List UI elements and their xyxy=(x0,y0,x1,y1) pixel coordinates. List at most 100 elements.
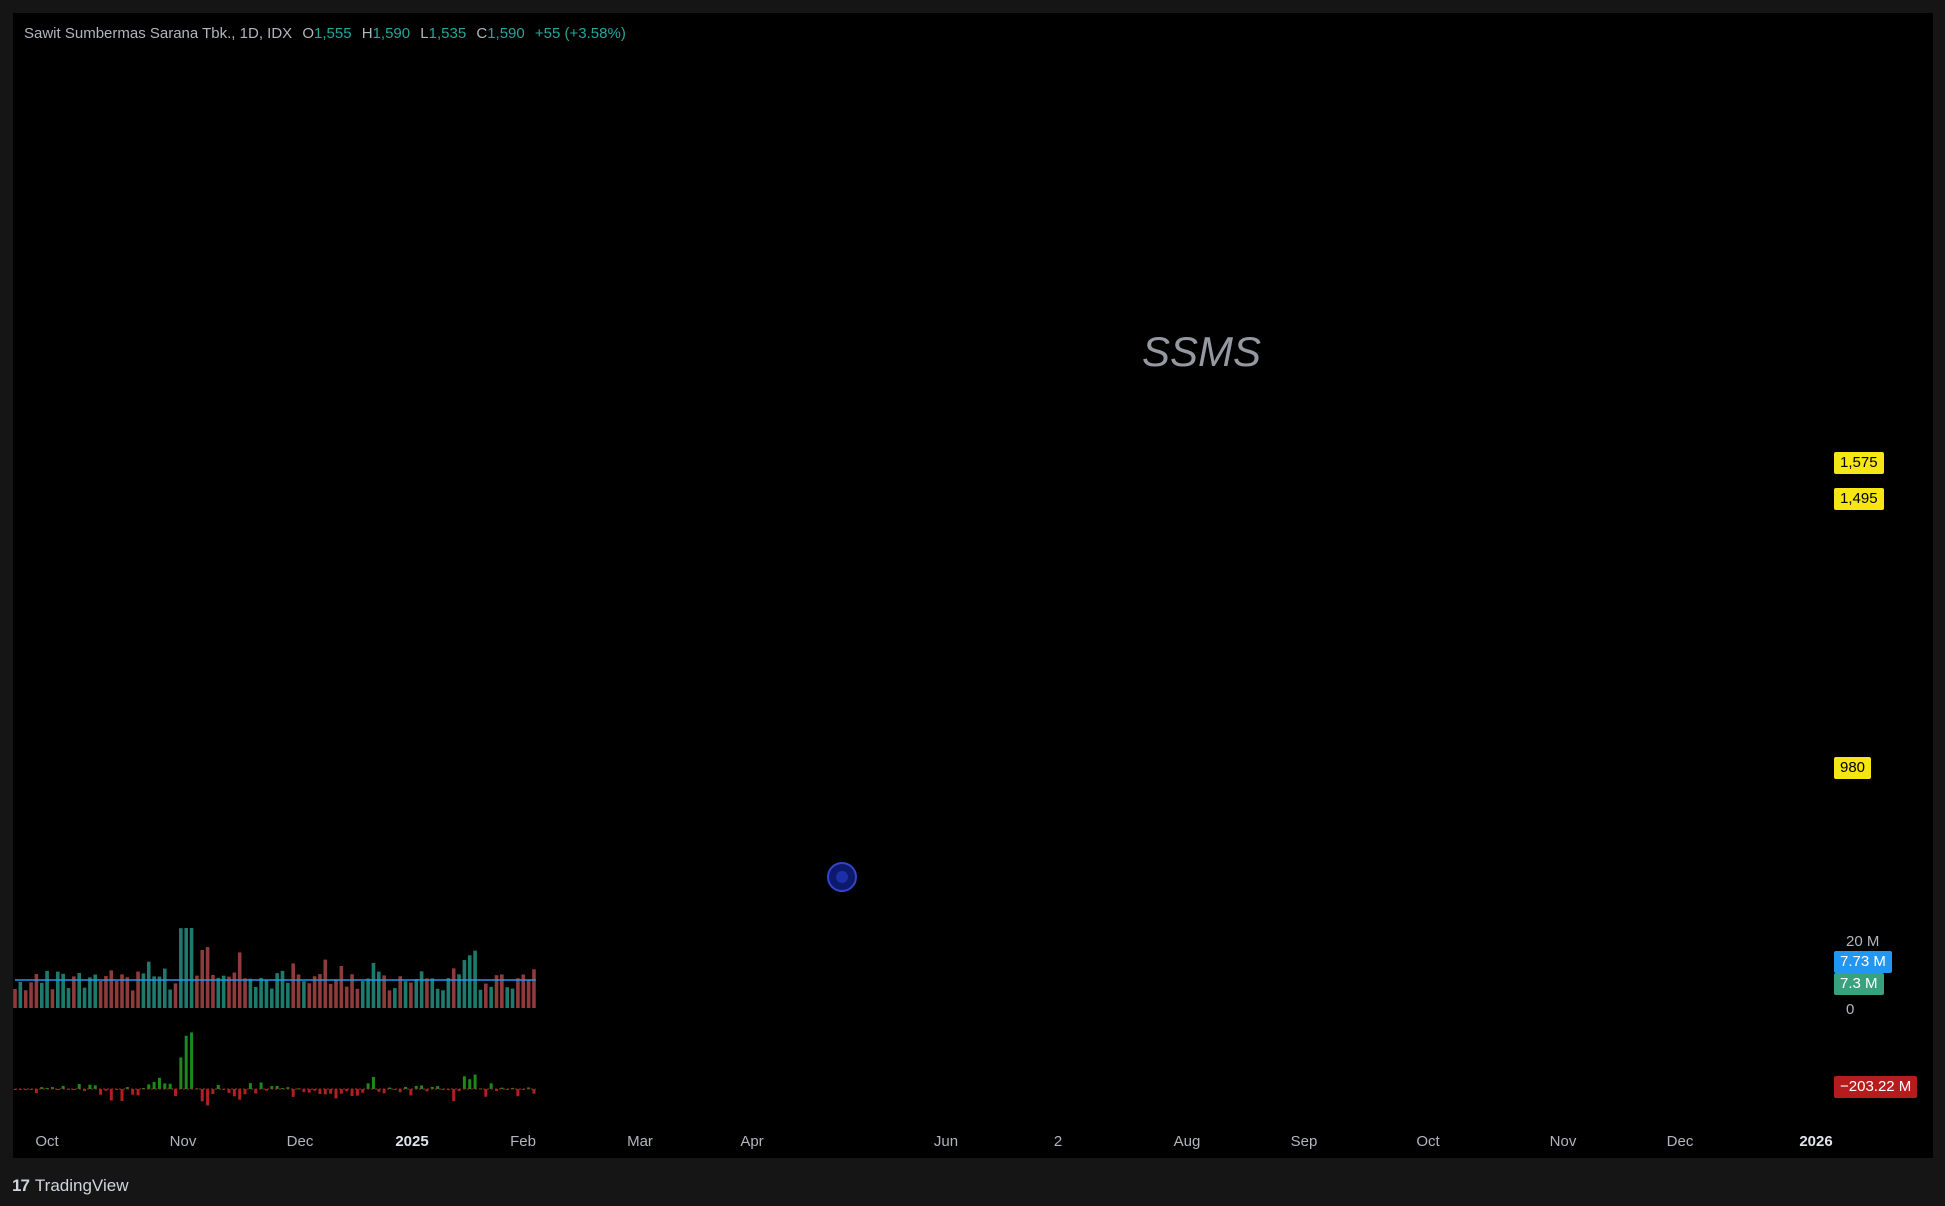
volume-axis-zero-label: 0 xyxy=(1846,1001,1854,1018)
chart-frame[interactable] xyxy=(13,13,1933,1158)
flow-bar xyxy=(457,1089,461,1091)
symbol-title[interactable]: Sawit Sumbermas Sarana Tbk., 1D, IDX xyxy=(24,25,293,42)
volume-bar xyxy=(414,979,419,1008)
volume-bar xyxy=(61,973,65,1008)
volume-bar xyxy=(446,978,451,1008)
close-value: 1,590 xyxy=(487,25,525,42)
flow-bar xyxy=(414,1085,418,1089)
flow-bar xyxy=(404,1086,408,1089)
price-axis[interactable]: 3,2003,0002,8002,6002,4002,2002,0001,800… xyxy=(1846,0,1884,1018)
volume-tag: 7.3 M xyxy=(1834,973,1884,995)
flow-bar xyxy=(50,1087,54,1089)
volume-bar xyxy=(323,959,328,1008)
volume-bar xyxy=(457,974,461,1008)
volume-bar xyxy=(157,976,162,1008)
volume-bar xyxy=(510,988,515,1008)
time-axis-label: 2025 xyxy=(395,1133,428,1150)
time-axis-label: Dec xyxy=(287,1133,314,1150)
flow-bar xyxy=(462,1076,466,1089)
volume-bar xyxy=(312,976,317,1008)
resistance-price-tag: 1,495 xyxy=(1834,488,1884,510)
flow-bar xyxy=(323,1089,327,1095)
flow-bar xyxy=(361,1089,365,1093)
flow-bar xyxy=(473,1074,477,1089)
volume-bar xyxy=(109,970,114,1008)
flow-bar xyxy=(313,1089,317,1091)
volume-bar xyxy=(516,978,520,1008)
flow-bar xyxy=(264,1089,268,1091)
brand-name[interactable]: TradingView xyxy=(34,1176,129,1195)
high-value: 1,590 xyxy=(372,25,411,42)
volume-bar xyxy=(163,968,167,1008)
flow-bar xyxy=(216,1084,220,1089)
flow-bar xyxy=(174,1089,177,1096)
volume-bar xyxy=(211,974,215,1008)
volume-axis-top-label: 20 M xyxy=(1846,933,1879,950)
time-axis-label: Sep xyxy=(1291,1133,1318,1150)
flow-bar xyxy=(232,1089,236,1097)
flow-bar xyxy=(125,1087,129,1089)
flow-tag: −203.22 M xyxy=(1834,1076,1918,1098)
volume-bar xyxy=(435,988,440,1008)
last-price-tag: 1,575 xyxy=(1834,452,1884,474)
flow-bar xyxy=(495,1089,498,1092)
flow-bar xyxy=(40,1087,44,1089)
flow-bar xyxy=(318,1089,322,1095)
flow-bar xyxy=(270,1086,274,1089)
time-axis-label: Jun xyxy=(934,1133,958,1150)
volume-bar xyxy=(152,976,156,1008)
volume-bar xyxy=(286,982,290,1008)
flow-bar xyxy=(516,1089,520,1097)
open-value: 1,555 xyxy=(314,25,352,42)
volume-bar xyxy=(66,988,71,1008)
volume-bar xyxy=(505,987,509,1008)
flow-bar xyxy=(377,1089,381,1092)
flow-bar xyxy=(484,1089,488,1097)
time-axis-label: 2 xyxy=(1054,1133,1062,1150)
volume-bar xyxy=(467,955,472,1008)
volume-bar xyxy=(72,976,76,1008)
flow-bar xyxy=(45,1087,49,1089)
flow-bar xyxy=(131,1089,135,1095)
volume-bar xyxy=(221,975,226,1008)
volume-bar xyxy=(77,973,81,1008)
flow-bar xyxy=(83,1089,87,1092)
volume-bar xyxy=(264,980,269,1008)
volume-bar xyxy=(500,974,504,1008)
time-axis-label: Nov xyxy=(1550,1133,1577,1150)
volume-bar xyxy=(302,981,306,1008)
flow-bar xyxy=(334,1089,338,1099)
flow-bar xyxy=(163,1083,167,1089)
volume-bar xyxy=(275,973,279,1008)
volume-bar xyxy=(34,974,39,1008)
flow-bar xyxy=(297,1088,301,1090)
tradingview-logo-icon[interactable]: 17 xyxy=(12,1176,30,1195)
volume-bar xyxy=(494,975,499,1008)
volume-bar xyxy=(521,974,526,1008)
volume-bar xyxy=(307,983,312,1008)
volume-bar xyxy=(366,978,370,1008)
volume-bar xyxy=(146,961,151,1008)
flow-bar xyxy=(436,1086,440,1089)
volume-bar xyxy=(350,974,354,1008)
volume-bar xyxy=(328,983,333,1008)
flow-bar xyxy=(200,1089,204,1102)
volume-bar xyxy=(339,965,344,1008)
volume-bar xyxy=(451,968,456,1008)
volume-bar xyxy=(29,982,33,1008)
volume-bar xyxy=(13,989,17,1008)
volume-bar xyxy=(232,972,237,1008)
volume-bar xyxy=(168,989,172,1008)
flow-bar xyxy=(243,1089,247,1095)
flow-bar xyxy=(211,1089,215,1095)
time-axis[interactable]: Oct Nov Dec 2025 Feb Mar Apr Jun 2 Aug Sep Oct Nov De… xyxy=(35,1133,1832,1150)
flow-bar xyxy=(398,1089,402,1093)
flow-bar xyxy=(388,1087,391,1089)
volume-bar xyxy=(125,977,130,1008)
volume-bar xyxy=(93,974,98,1008)
flow-bar xyxy=(254,1089,258,1094)
flow-bar xyxy=(190,1032,194,1089)
flow-bar xyxy=(350,1089,354,1097)
flow-bar xyxy=(366,1083,370,1089)
